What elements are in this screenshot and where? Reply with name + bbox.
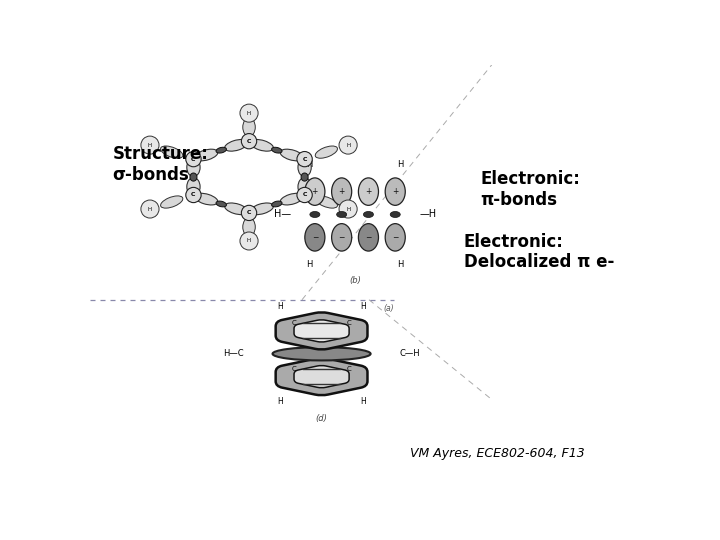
Ellipse shape [250, 139, 274, 151]
Text: H: H [277, 302, 283, 310]
Ellipse shape [310, 212, 320, 218]
Ellipse shape [298, 178, 311, 196]
Ellipse shape [337, 212, 347, 218]
Ellipse shape [250, 203, 274, 214]
Text: H: H [346, 206, 350, 212]
Ellipse shape [240, 232, 258, 250]
Text: Structure:
σ-bonds: Structure: σ-bonds [112, 145, 208, 184]
Text: H: H [148, 143, 152, 147]
Text: C: C [302, 192, 307, 198]
Ellipse shape [225, 203, 248, 214]
Text: +: + [365, 187, 372, 196]
Ellipse shape [298, 158, 311, 177]
Ellipse shape [332, 224, 351, 251]
Ellipse shape [194, 149, 218, 161]
Text: H: H [346, 143, 350, 147]
Ellipse shape [339, 200, 357, 218]
Text: H: H [397, 160, 404, 168]
Ellipse shape [271, 147, 282, 153]
Text: H—C: H—C [222, 349, 243, 358]
Text: (d): (d) [315, 414, 328, 422]
Text: C—H: C—H [400, 349, 420, 358]
Text: C: C [347, 320, 351, 326]
Ellipse shape [241, 133, 257, 149]
Text: (a): (a) [383, 304, 394, 313]
Ellipse shape [216, 147, 227, 153]
Text: Electronic:
Delocalized π e-: Electronic: Delocalized π e- [464, 233, 614, 271]
Ellipse shape [161, 196, 183, 208]
Text: H: H [361, 397, 366, 406]
Ellipse shape [385, 178, 405, 205]
Ellipse shape [161, 146, 183, 158]
Text: −: − [338, 233, 345, 242]
Text: C: C [192, 157, 196, 161]
Ellipse shape [216, 201, 227, 207]
Text: H: H [277, 397, 283, 406]
PathPatch shape [294, 320, 349, 342]
Ellipse shape [305, 224, 325, 251]
Text: H: H [306, 260, 312, 269]
Text: +: + [338, 187, 345, 196]
PathPatch shape [294, 366, 349, 388]
Ellipse shape [273, 347, 371, 360]
PathPatch shape [276, 312, 367, 349]
Ellipse shape [385, 224, 405, 251]
Text: VM Ayres, ECE802-604, F13: VM Ayres, ECE802-604, F13 [410, 447, 585, 460]
Text: +: + [392, 187, 398, 196]
Text: C: C [292, 320, 297, 326]
Ellipse shape [241, 205, 257, 220]
Ellipse shape [243, 218, 256, 236]
Text: H—: H— [274, 210, 291, 219]
Ellipse shape [315, 196, 338, 208]
Text: −: − [365, 233, 372, 242]
Text: (b): (b) [349, 276, 361, 285]
Ellipse shape [194, 193, 218, 205]
Ellipse shape [359, 224, 379, 251]
Text: H: H [397, 260, 404, 269]
Ellipse shape [186, 158, 200, 177]
Ellipse shape [390, 212, 400, 218]
Ellipse shape [141, 136, 159, 154]
Text: −: − [312, 233, 318, 242]
Ellipse shape [141, 200, 159, 218]
Text: —H: —H [419, 210, 436, 219]
Ellipse shape [243, 118, 256, 137]
Ellipse shape [186, 178, 200, 196]
Text: H: H [306, 160, 312, 168]
Text: +: + [312, 187, 318, 196]
Ellipse shape [280, 149, 303, 161]
Ellipse shape [364, 212, 374, 218]
Text: C: C [247, 139, 251, 144]
Ellipse shape [297, 187, 312, 202]
Ellipse shape [186, 187, 201, 202]
Ellipse shape [332, 178, 351, 205]
Ellipse shape [339, 136, 357, 154]
Text: C: C [302, 157, 307, 161]
Text: C: C [192, 192, 196, 198]
Ellipse shape [240, 104, 258, 122]
Ellipse shape [190, 173, 197, 181]
Text: H: H [247, 239, 251, 244]
Ellipse shape [297, 152, 312, 167]
Ellipse shape [315, 146, 338, 158]
Ellipse shape [186, 152, 201, 167]
Text: C: C [292, 366, 297, 372]
Text: Electronic:
π-bonds: Electronic: π-bonds [481, 170, 580, 209]
Ellipse shape [225, 139, 248, 151]
Ellipse shape [271, 201, 282, 207]
Text: H: H [247, 111, 251, 116]
Text: −: − [392, 233, 398, 242]
Ellipse shape [305, 178, 325, 205]
Text: C: C [347, 366, 351, 372]
Ellipse shape [359, 178, 379, 205]
Text: H: H [148, 206, 152, 212]
Ellipse shape [301, 173, 308, 181]
Ellipse shape [280, 193, 303, 205]
Text: C: C [247, 211, 251, 215]
Text: H: H [361, 302, 366, 310]
PathPatch shape [276, 358, 367, 395]
